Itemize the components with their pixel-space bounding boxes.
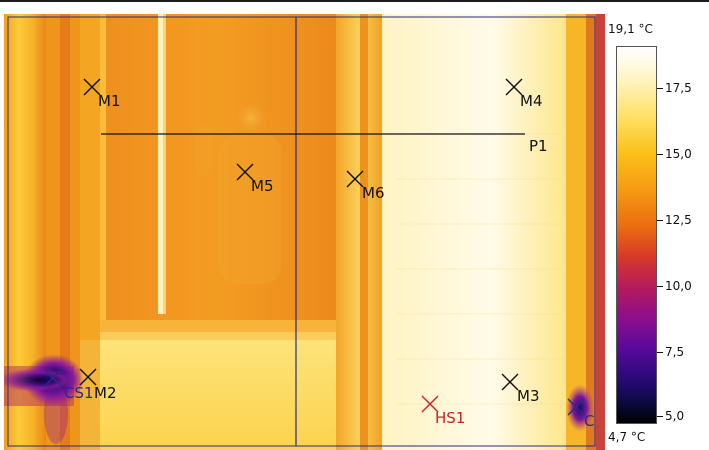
marker-m2-label: M2: [94, 384, 117, 402]
marker-c-cross-icon: [567, 398, 585, 416]
marker-hs1-cross-icon: [421, 395, 439, 413]
marker-m1-cross-icon: [83, 78, 101, 96]
scale-tick: [657, 88, 663, 89]
marker-hs1-label: HS1: [435, 409, 466, 427]
scale-tick-label: 5,0: [665, 409, 685, 423]
marker-m4-label: M4: [520, 92, 543, 110]
scale-tick-label: 15,0: [665, 147, 692, 161]
marker-m5-cross-icon: [236, 163, 254, 181]
thermal-image-canvas: [4, 14, 605, 450]
scale-tick: [657, 154, 663, 155]
marker-cs1-label: CS1: [64, 384, 94, 402]
marker-m3-cross-icon: [501, 373, 519, 391]
marker-m6-label: M6: [362, 184, 385, 202]
scale-tick-label: 12,5: [665, 213, 692, 227]
marker-m1-label: M1: [98, 92, 121, 110]
marker-m4-cross-icon: [505, 78, 523, 96]
scale-min-label: 4,7 °C: [608, 430, 646, 444]
top-rule: [0, 0, 709, 2]
scale-tick: [657, 416, 663, 417]
scale-tick-label: 17,5: [665, 81, 692, 95]
temperature-color-scale: [616, 46, 657, 424]
marker-m6-cross-icon: [346, 170, 364, 188]
marker-cs1-cross-icon: [44, 369, 62, 387]
thermal-image: [4, 14, 605, 450]
marker-m3-label: M3: [517, 387, 540, 405]
marker-m5-label: M5: [251, 177, 274, 195]
scale-tick-label: 7,5: [665, 345, 685, 359]
scale-tick: [657, 352, 663, 353]
scale-tick-label: 10,0: [665, 279, 692, 293]
marker-c-label: C: [584, 412, 595, 430]
scale-tick: [657, 286, 663, 287]
marker-m2-cross-icon: [79, 368, 97, 386]
marker-p1-label: P1: [529, 137, 548, 155]
scale-tick: [657, 220, 663, 221]
scale-max-label: 19,1 °C: [608, 22, 653, 36]
